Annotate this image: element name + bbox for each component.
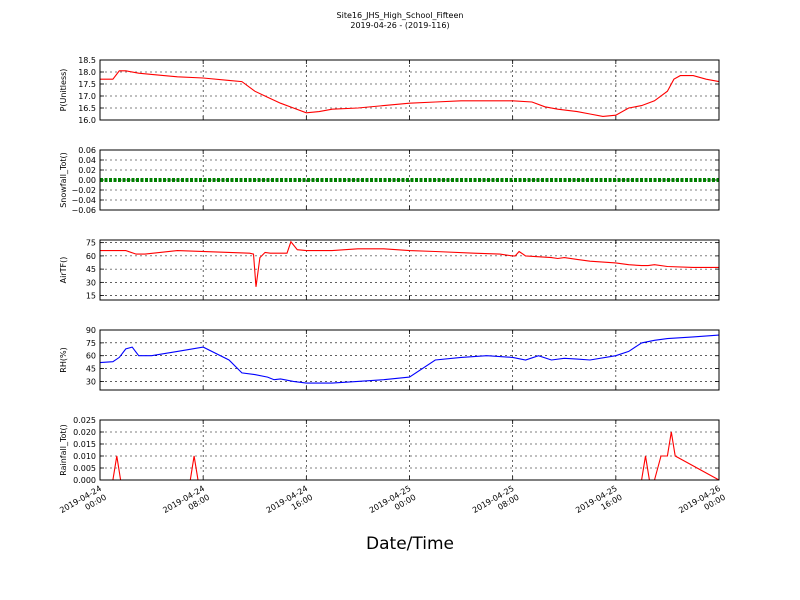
panel-2-ytick-label-1: −0.04 <box>71 196 96 205</box>
x-axis-label: Date/Time <box>366 534 454 554</box>
panel-1-ytick-label-2: 17.0 <box>78 92 96 101</box>
panel-5-ytick-label-1: 0.005 <box>73 464 96 473</box>
panel-1-ytick-label-1: 16.5 <box>78 104 96 113</box>
panel-2-ytick-label-0: −0.06 <box>71 206 96 215</box>
panel-3-series-line <box>100 240 719 287</box>
panel-2-ytick-label-5: 0.04 <box>78 156 96 165</box>
chart-subtitle: 2019-04-26 - (2019-116) <box>350 21 450 30</box>
x-tick-label-5: 2019-04-2516:00 <box>574 484 624 524</box>
panel-4-series-line <box>99 334 720 384</box>
panel-1-series-line <box>100 70 720 117</box>
panel-5-ytick-label-3: 0.015 <box>73 440 96 449</box>
chart-title: Site16_JHS_High_School_Fifteen <box>336 11 464 20</box>
panel-3-ylabel: AirTF() <box>59 257 68 284</box>
panel-4-ytick-label-3: 75 <box>86 339 96 348</box>
panel-5-frame <box>99 419 720 481</box>
panel-3-ytick-label-2: 45 <box>86 265 96 274</box>
panel-1-ylabel: P(Unitless) <box>59 69 68 112</box>
panel-5-series-line <box>100 431 720 481</box>
panel-2-ytick-label-4: 0.02 <box>78 166 96 175</box>
x-tick-label-4: 2019-04-2508:00 <box>471 484 521 524</box>
panel-2-ytick-label-6: 0.06 <box>78 146 96 155</box>
panel-3-ytick-label-4: 75 <box>86 239 96 248</box>
panel-4-ytick-label-4: 90 <box>86 326 96 335</box>
panel-1-ytick-label-5: 18.5 <box>78 56 96 65</box>
panel-2-frame <box>99 149 720 211</box>
panel-4-ytick-label-2: 60 <box>86 352 96 361</box>
panel-5-ytick-label-0: 0.000 <box>73 476 96 485</box>
panel-4-ylabel: RH(%) <box>59 347 68 372</box>
panel-1-ytick-label-0: 16.0 <box>78 116 96 125</box>
panel-4-ytick-label-1: 45 <box>86 365 96 374</box>
panel-3-ytick-label-1: 30 <box>86 278 96 287</box>
panel-2-ytick-label-2: −0.02 <box>71 186 96 195</box>
x-tick-label-2: 2019-04-2416:00 <box>265 484 315 524</box>
panel-4-ytick-label-0: 30 <box>86 377 96 386</box>
panel-5-ylabel: Rainfall_Tot() <box>59 424 68 476</box>
panel-2-ytick-label-3: 0.00 <box>78 176 96 185</box>
panel-3-frame <box>99 239 720 301</box>
panel-1-ytick-label-3: 17.5 <box>78 80 96 89</box>
panel-5-ytick-label-4: 0.020 <box>73 428 96 437</box>
panel-2-ylabel: Snowfall_Tot() <box>59 152 68 208</box>
panel-5-ytick-label-2: 0.010 <box>73 452 96 461</box>
panel-5-ytick-label-5: 0.025 <box>73 416 96 425</box>
x-tick-label-1: 2019-04-2408:00 <box>161 484 211 524</box>
panel-3-ytick-label-3: 60 <box>86 252 96 261</box>
x-tick-label-6: 2019-04-2600:00 <box>677 484 727 524</box>
panel-1-ytick-label-4: 18.0 <box>78 68 96 77</box>
panel-3-ytick-label-0: 15 <box>86 292 96 301</box>
panel-1-frame <box>99 59 720 121</box>
panel-4-frame <box>99 329 720 391</box>
x-tick-label-3: 2019-04-2500:00 <box>368 484 418 524</box>
x-tick-label-0: 2019-04-2400:00 <box>58 484 108 524</box>
